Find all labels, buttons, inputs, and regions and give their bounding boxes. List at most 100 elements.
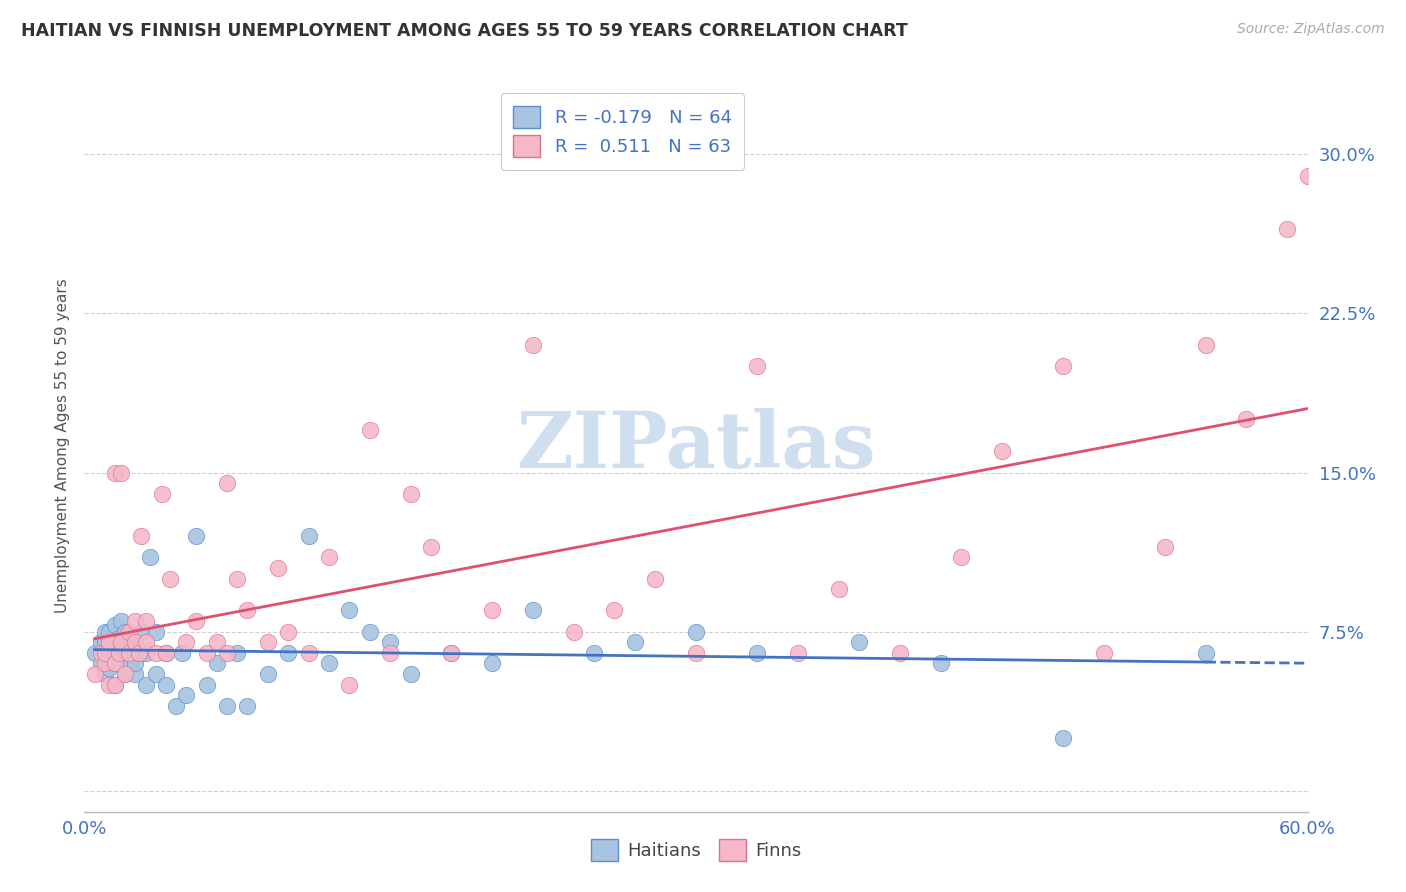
- Point: [108, 631, 131, 645]
- Point: [236, 603, 259, 617]
- Point: [644, 572, 666, 586]
- Point: [97, 624, 120, 639]
- Point: [172, 646, 194, 660]
- Point: [562, 624, 585, 639]
- Point: [124, 614, 146, 628]
- Point: [155, 677, 177, 691]
- Point: [399, 667, 422, 681]
- Point: [108, 657, 131, 671]
- Point: [277, 624, 299, 639]
- Point: [155, 646, 177, 660]
- Point: [138, 550, 160, 565]
- Point: [1052, 731, 1074, 745]
- Point: [440, 646, 463, 660]
- Point: [1052, 359, 1074, 374]
- Point: [827, 582, 849, 596]
- Point: [318, 550, 340, 565]
- Point: [848, 635, 870, 649]
- Point: [950, 550, 973, 565]
- Point: [205, 635, 228, 649]
- Point: [93, 667, 115, 681]
- Point: [124, 635, 146, 649]
- Point: [205, 657, 228, 671]
- Point: [135, 614, 157, 628]
- Point: [481, 657, 503, 671]
- Point: [624, 635, 647, 649]
- Point: [104, 657, 127, 671]
- Point: [236, 698, 259, 713]
- Point: [217, 476, 239, 491]
- Point: [339, 603, 360, 617]
- Point: [97, 635, 120, 649]
- Point: [298, 646, 321, 660]
- Text: ZIPatlas: ZIPatlas: [516, 408, 876, 484]
- Point: [267, 561, 290, 575]
- Point: [359, 423, 381, 437]
- Point: [747, 646, 769, 660]
- Point: [135, 646, 157, 660]
- Point: [359, 624, 381, 639]
- Point: [195, 677, 218, 691]
- Point: [603, 603, 626, 617]
- Point: [114, 624, 136, 639]
- Point: [145, 667, 167, 681]
- Point: [155, 646, 177, 660]
- Point: [104, 466, 127, 480]
- Point: [131, 624, 153, 639]
- Point: [135, 635, 157, 649]
- Point: [787, 646, 810, 660]
- Point: [114, 646, 136, 660]
- Point: [110, 646, 132, 660]
- Point: [118, 646, 141, 660]
- Point: [104, 646, 127, 660]
- Point: [97, 660, 120, 674]
- Point: [1195, 338, 1218, 352]
- Point: [1195, 646, 1218, 660]
- Point: [90, 646, 112, 660]
- Point: [97, 677, 120, 691]
- Point: [90, 635, 112, 649]
- Point: [1153, 540, 1175, 554]
- Point: [298, 529, 321, 543]
- Point: [90, 657, 112, 671]
- Point: [110, 635, 132, 649]
- Point: [93, 646, 115, 660]
- Point: [217, 698, 239, 713]
- Point: [186, 614, 208, 628]
- Point: [145, 624, 167, 639]
- Point: [104, 677, 127, 691]
- Point: [889, 646, 911, 660]
- Point: [165, 698, 187, 713]
- Point: [83, 667, 105, 681]
- Point: [128, 646, 150, 660]
- Point: [118, 635, 141, 649]
- Point: [217, 646, 239, 660]
- Point: [380, 646, 402, 660]
- Point: [131, 529, 153, 543]
- Point: [339, 677, 360, 691]
- Point: [124, 667, 146, 681]
- Text: Source: ZipAtlas.com: Source: ZipAtlas.com: [1237, 22, 1385, 37]
- Point: [104, 657, 127, 671]
- Point: [97, 646, 120, 660]
- Point: [257, 667, 280, 681]
- Point: [83, 646, 105, 660]
- Point: [128, 646, 150, 660]
- Point: [929, 657, 952, 671]
- Point: [318, 657, 340, 671]
- Text: HAITIAN VS FINNISH UNEMPLOYMENT AMONG AGES 55 TO 59 YEARS CORRELATION CHART: HAITIAN VS FINNISH UNEMPLOYMENT AMONG AG…: [21, 22, 908, 40]
- Point: [380, 635, 402, 649]
- Point: [145, 646, 167, 660]
- Point: [93, 635, 115, 649]
- Point: [93, 657, 115, 671]
- Point: [582, 646, 605, 660]
- Point: [135, 677, 157, 691]
- Point: [1275, 221, 1298, 235]
- Point: [104, 635, 127, 649]
- Point: [226, 572, 249, 586]
- Point: [277, 646, 299, 660]
- Point: [685, 646, 707, 660]
- Point: [108, 646, 131, 660]
- Point: [685, 624, 707, 639]
- Point: [118, 657, 141, 671]
